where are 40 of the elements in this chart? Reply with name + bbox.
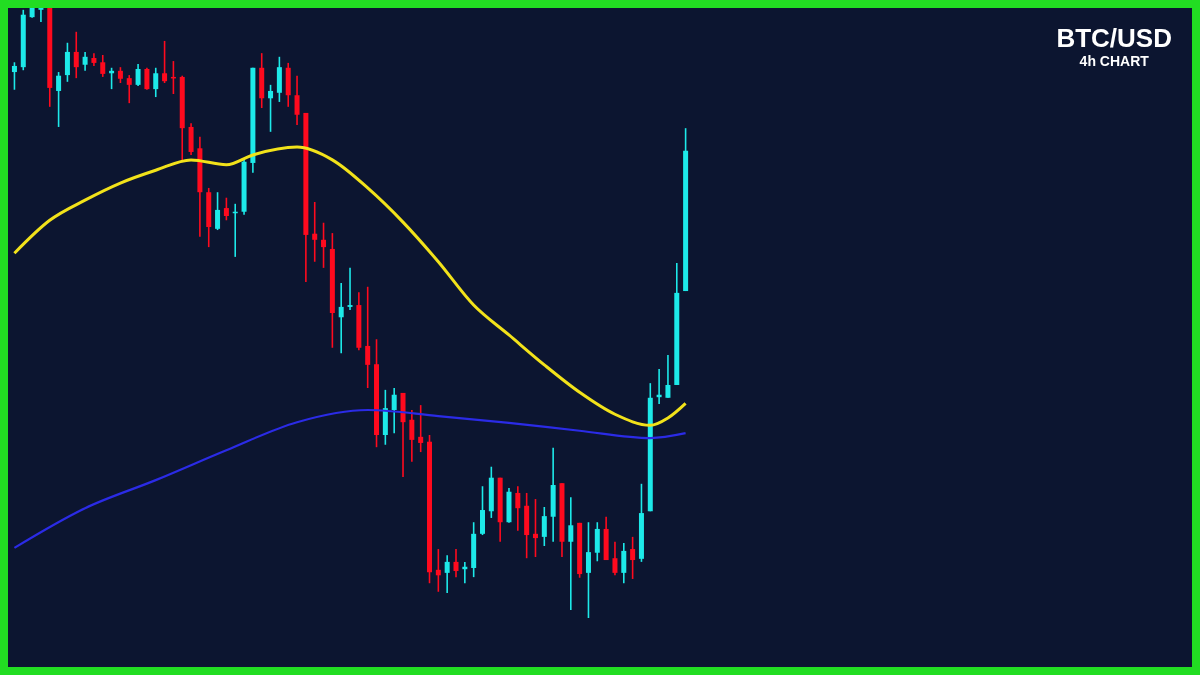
- candlestick: [630, 536, 636, 580]
- text: 4h CHART: [1078, 52, 1150, 70]
- candlestick: [294, 74, 300, 126]
- candlestick: [453, 548, 459, 578]
- candlestick: [268, 84, 274, 133]
- candlestick: [338, 282, 344, 355]
- candlestick: [391, 387, 397, 434]
- candlestick: [568, 496, 574, 611]
- text: BTC/USD: [1056, 23, 1172, 53]
- candlestick: [64, 41, 70, 83]
- candlestick: [321, 221, 327, 269]
- candlestick: [126, 74, 132, 104]
- candlestick: [82, 51, 88, 72]
- candlestick: [347, 267, 353, 311]
- candlestick: [612, 540, 618, 577]
- candlestick: [223, 196, 229, 222]
- candlestick: [532, 498, 538, 558]
- candlestick: [444, 554, 450, 594]
- candlestick: [665, 354, 671, 399]
- candlestick: [621, 542, 627, 585]
- candlestick: [135, 63, 141, 87]
- candlestick: [585, 521, 591, 618]
- candlestick: [594, 521, 600, 563]
- candlestick: [153, 66, 159, 98]
- candlestick: [73, 30, 79, 79]
- candlestick: [365, 285, 371, 389]
- candlestick: [541, 506, 547, 547]
- candlestick: [418, 404, 424, 453]
- candlestick: [56, 71, 62, 128]
- candlestick: [515, 485, 521, 532]
- candlestick: [144, 66, 150, 91]
- candlestick: [312, 201, 318, 263]
- candlestick: [162, 40, 168, 84]
- candlestick: [38, 8, 44, 23]
- candlestick: [11, 61, 17, 91]
- candlestick: [215, 191, 221, 231]
- candlestick: [100, 54, 106, 78]
- candlestick: [409, 409, 415, 463]
- candlestick: [480, 485, 485, 536]
- candlestick: [435, 548, 441, 593]
